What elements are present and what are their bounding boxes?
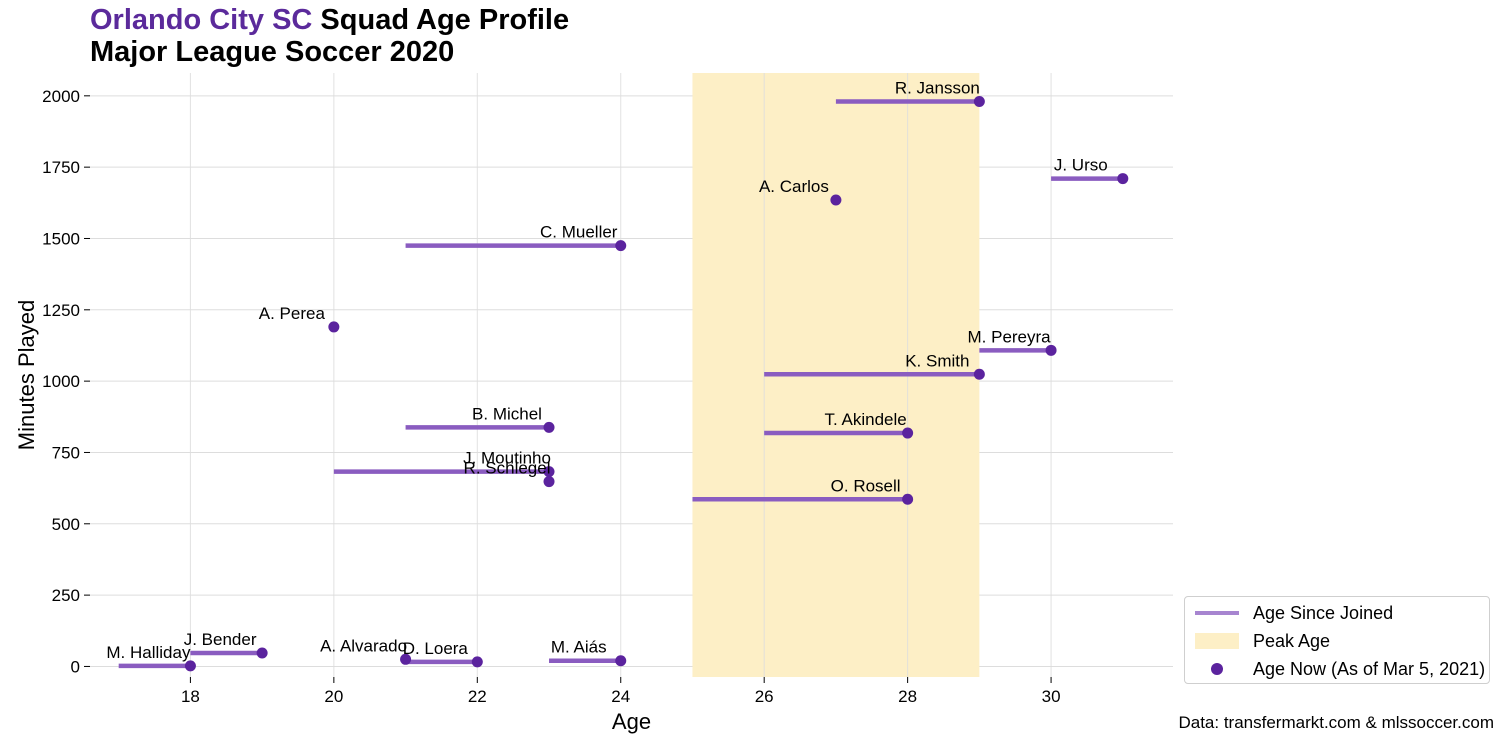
y-tick-label: 1250 xyxy=(42,301,80,320)
age-now-dot xyxy=(328,321,340,333)
grid-layer xyxy=(90,95,1173,667)
player-label: R. Schlegel xyxy=(464,459,551,478)
tick-label-layer: 0 250 500 750 1000 1250 1500 1750 2000 18 20 22 24 26… xyxy=(42,87,1060,706)
player-label: A. Carlos xyxy=(759,177,829,196)
y-axis-label: Minutes Played xyxy=(14,300,39,450)
legend: Age Since Joined Peak Age Age Now (As of… xyxy=(1184,596,1490,684)
age-now-dot xyxy=(543,476,555,488)
age-now-dot xyxy=(471,656,483,668)
legend-item-age-since-joined: Age Since Joined xyxy=(1195,599,1479,627)
chart-subtitle: Major League Soccer 2020 xyxy=(90,36,455,68)
x-tick-label: 24 xyxy=(611,687,630,706)
legend-dot-swatch xyxy=(1195,663,1239,675)
age-now-dot xyxy=(615,240,627,252)
player-label: D. Loera xyxy=(403,639,469,658)
age-since-joined-layer xyxy=(118,99,1123,669)
age-now-dot xyxy=(973,368,985,380)
legend-line-swatch xyxy=(1195,611,1239,615)
x-tick-label: 22 xyxy=(468,687,487,706)
x-tick-label: 30 xyxy=(1042,687,1061,706)
legend-label: Peak Age xyxy=(1253,630,1331,651)
legend-item-age-now: Age Now (As of Mar 5, 2021) xyxy=(1195,655,1485,683)
x-tick-label: 26 xyxy=(755,687,774,706)
y-tick-label: 1000 xyxy=(42,372,80,391)
chart-title: Orlando City SC Squad Age Profile Major … xyxy=(90,4,569,68)
age-now-dot xyxy=(184,660,196,672)
player-label: J. Bender xyxy=(184,630,257,649)
data-source-note: Data: transfermarkt.com & mlssoccer.com xyxy=(1178,713,1494,732)
age-now-dot xyxy=(543,466,555,478)
age-now-dot xyxy=(902,427,914,439)
age-now-dot xyxy=(1117,173,1129,185)
y-tick-label: 250 xyxy=(52,586,80,605)
x-tick-label: 18 xyxy=(181,687,200,706)
y-tick-label: 0 xyxy=(71,657,80,676)
y-tick-label: 1500 xyxy=(42,229,80,248)
x-tick-label: 28 xyxy=(898,687,917,706)
legend-label: Age Now (As of Mar 5, 2021) xyxy=(1253,658,1486,679)
player-label: J. Moutinho xyxy=(463,449,551,468)
x-tick-label: 20 xyxy=(324,687,343,706)
title-rest: Squad Age Profile xyxy=(312,4,570,36)
age-now-dot xyxy=(400,653,412,665)
age-now-layer xyxy=(184,96,1129,672)
club-name: Orlando City SC xyxy=(90,4,313,36)
legend-label: Age Since Joined xyxy=(1253,602,1394,623)
player-label: B. Michel xyxy=(472,404,542,423)
y-tick-label: 750 xyxy=(52,443,80,462)
age-now-dot xyxy=(543,421,555,433)
age-now-dot xyxy=(1045,344,1057,356)
y-tick-label: 1750 xyxy=(42,158,80,177)
y-tick-label: 2000 xyxy=(42,87,80,106)
player-label: O. Rosell xyxy=(831,476,901,495)
player-label: J. Urso xyxy=(1054,156,1108,175)
x-axis-label: Age xyxy=(612,709,651,734)
player-label-layer: R. Jansson J. Urso A. Carlos C. Mueller A. P… xyxy=(106,79,1107,662)
player-label: A. Perea xyxy=(259,304,326,323)
player-label: A. Alvarado xyxy=(320,636,407,655)
player-label: M. Halliday xyxy=(106,643,191,662)
player-label: M. Aiás xyxy=(551,638,607,657)
age-now-dot xyxy=(973,96,985,108)
y-tick-label: 500 xyxy=(52,515,80,534)
player-label: K. Smith xyxy=(905,351,969,370)
legend-box-swatch xyxy=(1195,633,1239,649)
age-now-dot xyxy=(615,655,627,667)
age-now-dot xyxy=(830,194,842,206)
age-now-dot xyxy=(256,647,268,659)
player-label: C. Mueller xyxy=(540,223,618,242)
legend-item-peak-age: Peak Age xyxy=(1195,627,1479,655)
age-now-dot xyxy=(902,493,914,505)
player-label: T. Akindele xyxy=(825,410,907,429)
player-label: M. Pereyra xyxy=(968,327,1052,346)
player-label: R. Jansson xyxy=(895,79,980,98)
